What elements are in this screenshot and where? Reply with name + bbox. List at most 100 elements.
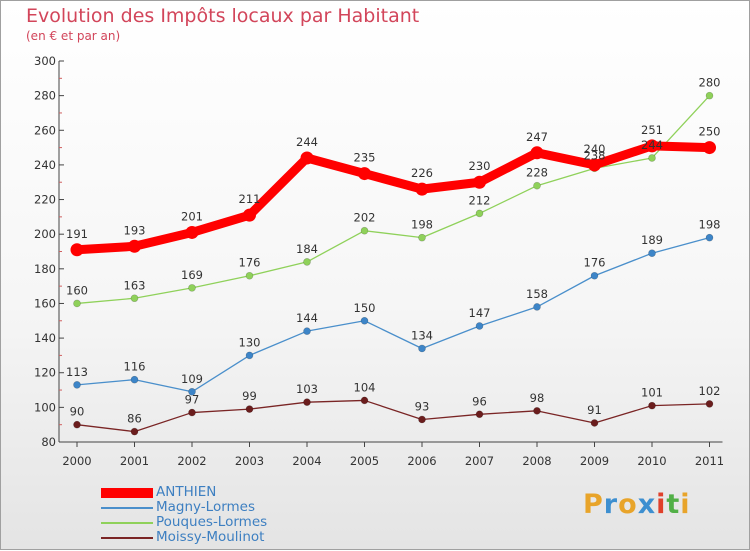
- data-point-magny-lormes: [418, 344, 426, 353]
- data-point-pouques-lormes: [705, 91, 714, 100]
- data-label-magny-lormes: 147: [469, 306, 491, 320]
- data-label-magny-lormes: 144: [296, 311, 318, 325]
- data-label-moissy-moulinot: 104: [354, 380, 376, 394]
- logo-letter: i: [656, 489, 667, 520]
- logo-letter: r: [603, 489, 619, 520]
- data-point-pouques-lormes: [130, 294, 139, 303]
- data-label-anthien: 235: [354, 151, 376, 165]
- data-point-anthien: [645, 139, 659, 153]
- x-tick-label: 2009: [580, 454, 609, 468]
- data-point-anthien: [530, 146, 544, 160]
- y-tick-label: 300: [34, 54, 56, 68]
- data-label-moissy-moulinot: 98: [530, 391, 545, 405]
- data-label-moissy-moulinot: 93: [415, 399, 430, 413]
- data-label-magny-lormes: 198: [699, 218, 721, 232]
- data-point-anthien: [70, 243, 84, 257]
- y-tick-label: 220: [34, 193, 56, 207]
- x-tick-label: 2010: [637, 454, 666, 468]
- data-label-pouques-lormes: 202: [354, 211, 376, 225]
- chart-title: Evolution des Impôts locaux par Habitant: [26, 5, 420, 27]
- data-point-magny-lormes: [303, 327, 311, 335]
- data-label-anthien: 230: [469, 159, 491, 173]
- legend-swatch-pouques-lormes: [101, 522, 153, 524]
- data-label-pouques-lormes: 228: [526, 166, 548, 180]
- data-label-moissy-moulinot: 103: [296, 382, 318, 396]
- x-tick-label: 2005: [350, 454, 379, 468]
- data-point-anthien: [703, 141, 716, 155]
- data-label-magny-lormes: 158: [526, 287, 548, 301]
- data-label-moissy-moulinot: 86: [127, 412, 142, 426]
- logo-letter: t: [666, 489, 681, 520]
- legend-label-pouques-lormes: Pouques-Lormes: [156, 514, 268, 530]
- data-label-magny-lormes: 113: [66, 365, 88, 379]
- data-point-magny-lormes: [648, 249, 656, 258]
- legend-swatch-anthien: [101, 488, 153, 498]
- data-label-anthien: 244: [296, 135, 318, 149]
- data-point-pouques-lormes: [303, 258, 311, 266]
- data-label-anthien: 250: [699, 125, 721, 139]
- data-label-moissy-moulinot: 91: [587, 403, 602, 417]
- y-tick-label: 180: [34, 262, 56, 276]
- data-label-pouques-lormes: 238: [584, 148, 606, 162]
- data-point-magny-lormes: [188, 387, 196, 396]
- data-point-pouques-lormes: [475, 209, 484, 218]
- data-label-pouques-lormes: 198: [411, 218, 433, 232]
- data-point-moissy-moulinot: [533, 407, 541, 415]
- series-line-magny-lormes: [76, 236, 711, 393]
- x-tick-label: 2007: [465, 454, 494, 468]
- data-point-moissy-moulinot: [418, 415, 426, 424]
- data-point-pouques-lormes: [533, 181, 541, 190]
- x-tick-label: 2001: [120, 454, 149, 468]
- x-tick-label: 2003: [235, 454, 264, 468]
- proxiti-logo: Proxiti: [583, 489, 691, 520]
- data-point-magny-lormes: [475, 322, 484, 330]
- data-point-anthien: [243, 208, 256, 222]
- data-point-moissy-moulinot: [130, 427, 139, 436]
- data-label-pouques-lormes: 212: [469, 193, 491, 207]
- data-label-anthien: 211: [239, 192, 261, 206]
- logo-letter: o: [618, 489, 638, 520]
- data-point-pouques-lormes: [245, 271, 254, 280]
- data-point-anthien: [358, 167, 371, 181]
- data-label-moissy-moulinot: 90: [70, 405, 85, 419]
- data-point-magny-lormes: [130, 375, 139, 384]
- data-label-anthien: 247: [526, 130, 548, 144]
- data-point-pouques-lormes: [73, 299, 81, 308]
- y-tick-label: 120: [34, 366, 56, 380]
- data-point-anthien: [300, 151, 314, 165]
- data-point-moissy-moulinot: [705, 400, 714, 408]
- data-label-anthien: 191: [66, 227, 88, 241]
- series-line-pouques-lormes: [76, 94, 711, 305]
- data-point-magny-lormes: [360, 316, 369, 325]
- data-label-magny-lormes: 189: [641, 233, 663, 247]
- data-label-pouques-lormes: 184: [296, 242, 318, 256]
- y-tick-label: 100: [34, 400, 56, 414]
- data-label-moissy-moulinot: 97: [185, 393, 200, 407]
- data-label-magny-lormes: 130: [239, 335, 261, 349]
- data-label-anthien: 226: [411, 166, 433, 180]
- data-point-pouques-lormes: [360, 226, 369, 235]
- data-point-magny-lormes: [245, 351, 254, 360]
- data-label-pouques-lormes: 244: [641, 138, 663, 152]
- data-label-magny-lormes: 150: [354, 301, 376, 315]
- legend-swatch-moissy-moulinot: [101, 537, 153, 539]
- x-tick-label: 2002: [177, 454, 206, 468]
- data-point-pouques-lormes: [188, 284, 196, 292]
- data-point-moissy-moulinot: [590, 419, 599, 427]
- legend-label-magny-lormes: Magny-Lormes: [156, 499, 256, 515]
- data-label-anthien: 201: [181, 209, 203, 223]
- data-label-pouques-lormes: 176: [239, 256, 261, 270]
- data-label-anthien: 251: [641, 123, 663, 137]
- x-tick-label: 2008: [522, 454, 551, 468]
- legend-swatch-magny-lormes: [101, 507, 153, 509]
- data-point-magny-lormes: [533, 303, 541, 311]
- x-tick-label: 2011: [695, 454, 724, 468]
- data-label-moissy-moulinot: 101: [641, 386, 663, 400]
- data-point-moissy-moulinot: [188, 408, 196, 417]
- data-point-moissy-moulinot: [303, 398, 311, 406]
- y-tick-label: 280: [34, 89, 56, 103]
- data-label-anthien: 240: [584, 142, 606, 156]
- x-tick-label: 2004: [292, 454, 321, 468]
- data-point-moissy-moulinot: [73, 420, 81, 429]
